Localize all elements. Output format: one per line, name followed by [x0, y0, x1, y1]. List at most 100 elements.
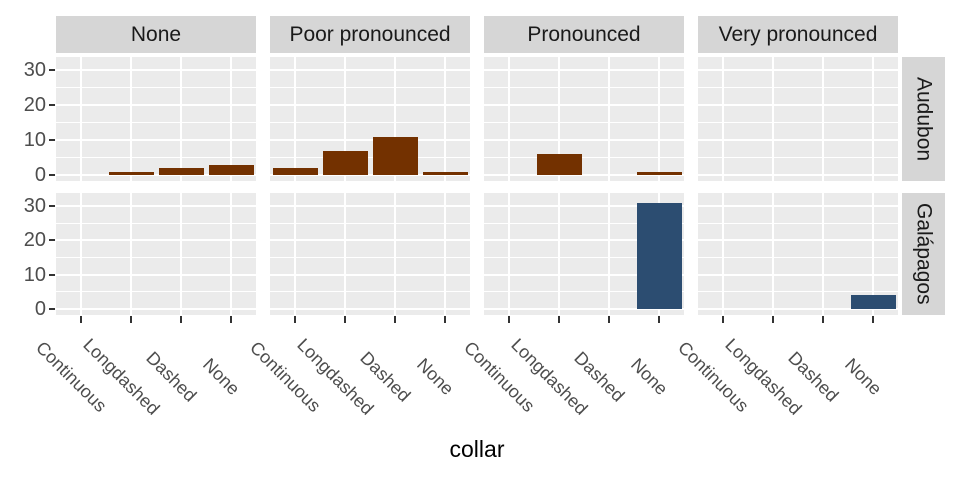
gridline-major — [484, 174, 684, 176]
gridline-minor — [56, 291, 256, 293]
gridline-vertical — [444, 57, 446, 181]
panel-audubon-very-pronounced — [698, 57, 898, 181]
gridline-vertical — [608, 193, 610, 315]
gridline-major — [484, 239, 684, 242]
gridline-minor — [270, 257, 470, 259]
gridline-major — [270, 174, 470, 176]
y-tick-label: 30 — [23, 195, 46, 218]
gridline-vertical — [80, 57, 82, 181]
col-strip-very-pronounced: Very pronounced — [698, 16, 898, 53]
gridline-major — [270, 308, 470, 310]
gridline-vertical — [722, 193, 724, 315]
gridline-major — [698, 205, 898, 208]
gridline-major — [484, 273, 684, 276]
gridline-major — [698, 308, 898, 310]
x-tick-mark — [872, 316, 874, 323]
x-axis-title: collar — [449, 436, 505, 462]
y-tick-mark — [49, 308, 55, 310]
y-tick-label: 20 — [23, 229, 46, 252]
gridline-vertical — [394, 57, 396, 181]
x-tick-mark — [822, 316, 824, 323]
col-strip-none: None — [56, 16, 256, 53]
y-tick-label: 0 — [34, 298, 46, 320]
gridline-major — [270, 104, 470, 106]
panel-audubon-poor-pronounced — [270, 57, 470, 181]
gridline-major — [270, 273, 470, 276]
gridline-vertical — [508, 57, 510, 181]
y-tick-mark — [49, 104, 55, 106]
x-tick-mark — [658, 316, 660, 323]
panel-audubon-none — [56, 57, 256, 181]
gridline-minor — [56, 157, 256, 158]
x-tick-mark — [558, 316, 560, 323]
gridline-major — [698, 174, 898, 176]
gridline-minor — [270, 291, 470, 293]
gridline-minor — [484, 87, 684, 88]
gridline-major — [56, 104, 256, 106]
gridline-minor — [698, 157, 898, 158]
bar-continuous — [272, 168, 318, 175]
gridline-vertical — [508, 193, 510, 315]
gridline-minor — [484, 222, 684, 224]
bar-none — [850, 295, 896, 309]
gridline-major — [698, 104, 898, 106]
gridline-vertical — [394, 193, 396, 315]
gridline-vertical — [722, 57, 724, 181]
bar-none — [636, 171, 682, 175]
gridline-minor — [698, 87, 898, 88]
panel-galapagos-poor-pronounced — [270, 193, 470, 315]
bar-longdashed — [108, 171, 154, 175]
y-tick-mark — [49, 273, 55, 276]
x-tick-mark — [294, 316, 296, 323]
gridline-vertical — [558, 193, 560, 315]
gridline-minor — [270, 222, 470, 224]
x-tick-mark — [80, 316, 82, 323]
gridline-vertical — [772, 193, 774, 315]
gridline-minor — [484, 157, 684, 158]
x-tick-mark — [130, 316, 132, 323]
col-strip-pronounced: Pronounced — [484, 16, 684, 53]
gridline-major — [698, 69, 898, 71]
bar-dashed — [158, 168, 204, 175]
bar-none — [636, 202, 682, 309]
panel-galapagos-none — [56, 193, 256, 315]
bar-dashed — [372, 136, 418, 175]
x-tick-mark — [394, 316, 396, 323]
x-tick-label-none: None — [841, 354, 886, 399]
y-tick-label: 10 — [23, 129, 46, 151]
gridline-major — [270, 69, 470, 71]
y-tick-label: 20 — [23, 94, 46, 116]
bar-longdashed — [536, 154, 582, 175]
y-tick-mark — [49, 174, 55, 176]
row-strip-galapagos: Galápagos — [902, 193, 945, 315]
x-tick-mark — [508, 316, 510, 323]
gridline-vertical — [294, 57, 296, 181]
gridline-major — [56, 308, 256, 310]
x-tick-mark — [722, 316, 724, 323]
gridline-major — [56, 273, 256, 276]
gridline-minor — [56, 122, 256, 123]
gridline-vertical — [344, 193, 346, 315]
gridline-minor — [484, 122, 684, 123]
gridline-minor — [270, 122, 470, 123]
gridline-minor — [698, 122, 898, 123]
panel-galapagos-pronounced — [484, 193, 684, 315]
y-tick-mark — [49, 69, 55, 71]
gridline-vertical — [294, 193, 296, 315]
gridline-vertical — [130, 193, 132, 315]
gridline-minor — [698, 291, 898, 293]
gridline-minor — [698, 222, 898, 224]
x-tick-mark — [230, 316, 232, 323]
gridline-major — [56, 239, 256, 242]
bar-none — [208, 164, 254, 175]
gridline-vertical — [180, 57, 182, 181]
gridline-major — [56, 139, 256, 141]
gridline-minor — [484, 257, 684, 259]
gridline-vertical — [230, 57, 232, 181]
x-tick-mark — [608, 316, 610, 323]
gridline-vertical — [608, 57, 610, 181]
gridline-vertical — [344, 57, 346, 181]
gridline-minor — [270, 157, 470, 158]
bar-none — [422, 171, 468, 175]
gridline-vertical — [872, 57, 874, 181]
